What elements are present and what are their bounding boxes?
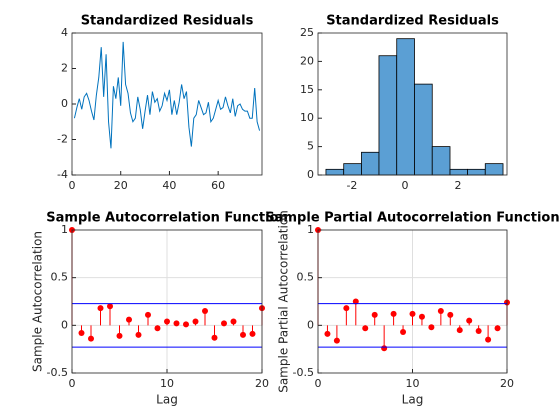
y-tick-label: 0	[61, 318, 68, 331]
axes-box	[317, 229, 508, 374]
stem-marker	[230, 318, 237, 325]
stem-marker	[485, 336, 492, 343]
histogram-bar	[343, 163, 362, 176]
stem-marker	[154, 325, 161, 332]
chart-title: Standardized Residuals	[326, 14, 499, 29]
stem-marker	[192, 318, 199, 325]
y-tick-label: 15	[300, 83, 314, 96]
stem-marker	[333, 337, 340, 344]
chart-title: Sample Partial Autocorrelation Function	[265, 211, 559, 226]
stem-marker	[145, 311, 151, 318]
y-tick-label: 0.5	[297, 271, 315, 284]
stem-marker	[352, 298, 359, 305]
stem-marker	[116, 332, 123, 339]
axes-box	[317, 32, 508, 176]
chart-title: Sample Autocorrelation Function	[46, 211, 287, 226]
x-tick-label: 60	[211, 179, 225, 192]
stem-marker	[211, 334, 218, 341]
y-axis-label: Sample Partial Autocorrelation	[277, 210, 291, 393]
y-tick-label: -0.5	[47, 366, 68, 379]
stem-marker	[494, 325, 501, 332]
histogram-bar	[431, 146, 451, 176]
y-tick-label: 1	[307, 223, 314, 236]
stem-marker	[418, 313, 425, 320]
y-tick-label: 0	[307, 168, 314, 181]
y-tick-label: 4	[61, 26, 68, 39]
stem-marker	[371, 311, 378, 318]
y-tick-label: 25	[300, 26, 314, 39]
y-tick-label: 0	[307, 318, 314, 331]
stem-marker	[390, 310, 397, 317]
x-tick-label: -2	[346, 179, 357, 192]
stem-marker	[173, 320, 180, 327]
stem-marker	[437, 308, 444, 315]
x-tick-label: 20	[255, 377, 269, 390]
axes-background	[72, 33, 262, 175]
x-tick-label: 0	[401, 179, 408, 192]
stem-marker	[183, 321, 189, 328]
y-tick-label: 0.5	[51, 271, 69, 284]
x-tick-label: 0	[69, 179, 76, 192]
stem-marker	[400, 329, 407, 336]
x-tick-label: 20	[500, 377, 514, 390]
x-axis-label: Lag	[402, 393, 424, 407]
stem-marker	[97, 305, 104, 312]
stem-marker	[249, 330, 256, 337]
x-tick-label: 10	[160, 377, 174, 390]
y-tick-label: 10	[300, 111, 314, 124]
residual-line	[73, 41, 261, 149]
stem-marker	[343, 305, 350, 312]
stem-marker	[78, 329, 85, 336]
histogram-bar	[414, 83, 433, 176]
histogram-bar	[378, 55, 398, 176]
x-tick-label: 0	[69, 377, 76, 390]
x-tick-label: 2	[454, 179, 461, 192]
y-tick-label: -4	[57, 168, 68, 181]
x-axis-label: Lag	[156, 393, 178, 407]
x-tick-label: 0	[315, 377, 322, 390]
stem-marker	[409, 310, 416, 317]
stem-marker	[107, 303, 113, 310]
y-tick-label: 1	[61, 223, 68, 236]
stem-marker	[447, 311, 454, 318]
histogram-bar	[467, 168, 486, 176]
histogram-bar	[449, 168, 468, 176]
x-tick-label: 10	[406, 377, 420, 390]
stem-marker	[202, 308, 208, 315]
histogram-bar	[396, 38, 415, 176]
y-tick-label: -2	[57, 133, 68, 146]
axes-box	[71, 32, 263, 176]
stem-marker	[362, 325, 369, 332]
y-axis-label: Sample Autocorrelation	[31, 231, 45, 372]
stem-marker	[428, 324, 435, 331]
y-tick-label: -0.5	[293, 366, 314, 379]
x-tick-label: 40	[162, 179, 176, 192]
chart-title: Standardized Residuals	[81, 14, 254, 29]
stem-marker	[456, 327, 463, 334]
stem-marker	[466, 317, 473, 324]
y-tick-label: 2	[61, 62, 68, 75]
histogram-bar	[325, 168, 345, 176]
stem-marker	[475, 328, 482, 335]
axes-box	[71, 229, 263, 374]
stem-marker	[240, 331, 246, 338]
stem-marker	[324, 330, 331, 337]
stem-marker	[381, 345, 388, 352]
y-tick-label: 0	[61, 97, 68, 110]
histogram-bar	[484, 163, 504, 176]
y-tick-label: 5	[307, 140, 314, 153]
stem-marker	[221, 320, 227, 327]
histogram-bar	[361, 151, 380, 176]
stem-marker	[135, 331, 142, 338]
x-tick-label: 20	[114, 179, 128, 192]
stem-marker	[164, 318, 170, 325]
stem-marker	[88, 335, 94, 342]
y-tick-label: 20	[300, 54, 314, 67]
stem-marker	[126, 316, 132, 323]
